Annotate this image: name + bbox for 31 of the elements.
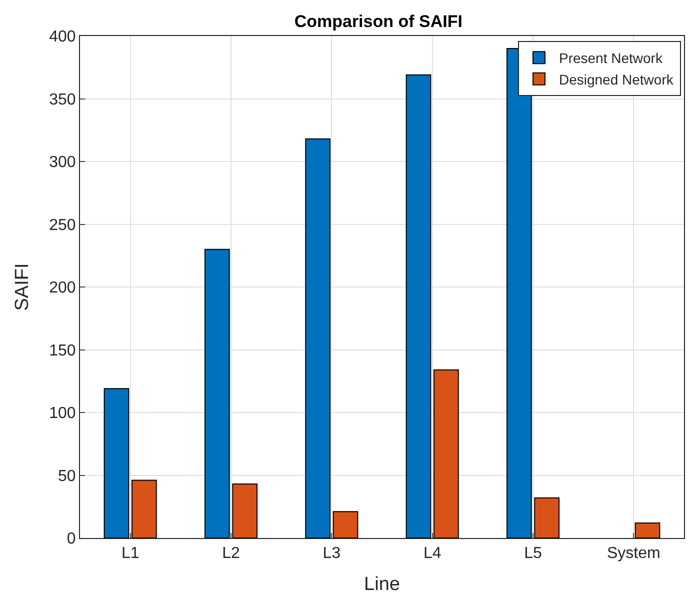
y-tick-label: 100 [49, 405, 76, 422]
bar [232, 484, 258, 538]
y-tick-label: 300 [49, 154, 76, 172]
y-tick-label: 200 [49, 280, 76, 297]
y-tick-label: 250 [49, 216, 76, 234]
y-tick-label: 0 [66, 530, 76, 548]
bar [104, 388, 130, 538]
y-tick-label: 150 [49, 342, 76, 360]
x-tick-label: L5 [524, 545, 542, 562]
x-tick-label: L4 [423, 545, 442, 562]
bar [204, 248, 230, 538]
bar [634, 522, 660, 538]
x-axis-title: Line [364, 574, 400, 595]
x-tick-label: L3 [322, 545, 341, 562]
x-tick-label: L1 [121, 545, 140, 562]
bar [506, 48, 532, 538]
legend-label: Present Network [558, 50, 664, 66]
y-axis-title: SAIFI [12, 263, 33, 311]
bar [433, 369, 459, 538]
y-tick-label: 50 [58, 468, 76, 485]
bar [406, 74, 432, 538]
y-tick-label: 400 [49, 28, 76, 46]
bar [131, 480, 157, 538]
chart-title: Comparison of SAIFI [294, 12, 462, 31]
x-tick-label: System [607, 545, 660, 562]
y-tick-label: 350 [49, 91, 76, 108]
x-tick-label: L2 [222, 545, 240, 562]
bar [305, 138, 331, 538]
bar [332, 511, 358, 538]
legend-label: Designed Network [558, 71, 674, 88]
bar [534, 497, 560, 538]
